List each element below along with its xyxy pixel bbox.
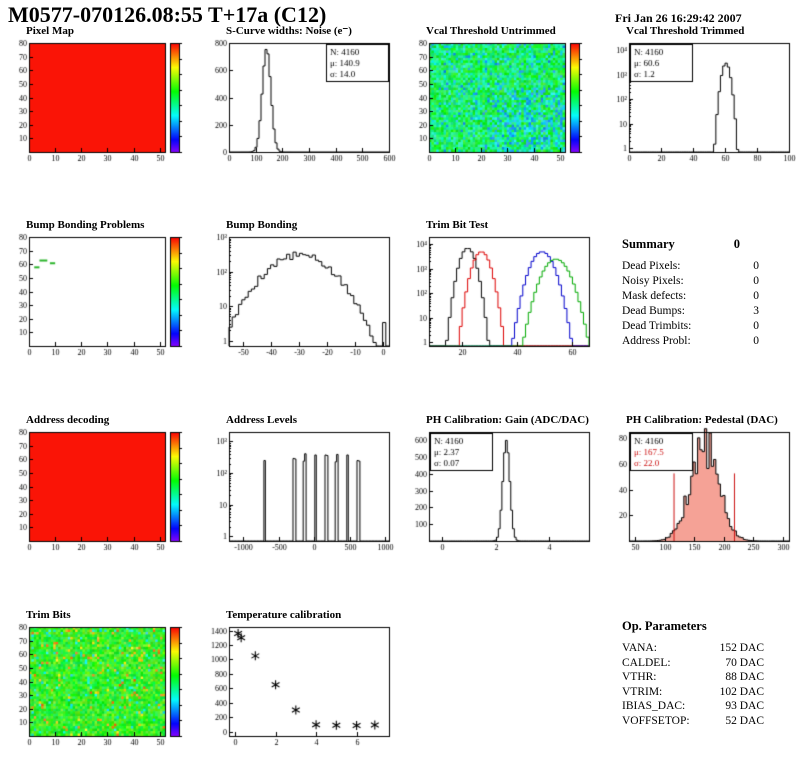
bump-bonding-plot bbox=[204, 232, 396, 362]
chart-title: Address Levels bbox=[226, 414, 297, 426]
bump-problems-plot bbox=[4, 232, 196, 362]
trim-bit-test-plot bbox=[404, 232, 596, 362]
op-parameter-row: VOFFSETOP: 52 DAC bbox=[622, 714, 764, 727]
chart-title: Bump Bonding bbox=[226, 219, 298, 231]
summary-row: Noisy Pixels: 0 bbox=[622, 275, 759, 287]
ph-gain-plot bbox=[404, 427, 596, 557]
vcal-untrimmed-plot bbox=[404, 38, 596, 168]
chart-title: Temperature calibration bbox=[226, 609, 342, 621]
chart-ph-pedestal: PH Calibration: Pedestal (DAC) bbox=[604, 414, 796, 557]
page-date: Fri Jan 26 16:29:42 2007 bbox=[615, 11, 742, 25]
address-levels-plot bbox=[204, 427, 396, 557]
summary-row: Dead Trimbits: 0 bbox=[622, 320, 759, 332]
chart-title: Vcal Threshold Untrimmed bbox=[426, 25, 556, 37]
op-parameter-row: VTHR: 88 DAC bbox=[622, 671, 764, 684]
chart-address-decoding: Address decoding bbox=[4, 414, 196, 557]
chart-title: S-Curve widths: Noise (e⁻) bbox=[226, 25, 352, 37]
summary-row: Mask defects: 0 bbox=[622, 290, 759, 302]
summary-row: Dead Bumps: 3 bbox=[622, 305, 759, 317]
summary-header: Summary 0 bbox=[622, 237, 740, 252]
chart-pixel-map: Pixel Map bbox=[4, 25, 196, 168]
op-parameters-title: Op. Parameters bbox=[622, 619, 707, 633]
chart-bump-problems: Bump Bonding Problems bbox=[4, 219, 196, 362]
summary-row: Dead Pixels: 0 bbox=[622, 260, 759, 272]
chart-address-levels: Address Levels bbox=[204, 414, 396, 557]
op-parameter-row: CALDEL: 70 DAC bbox=[622, 656, 764, 669]
op-parameter-row: IBIAS_DAC: 93 DAC bbox=[622, 700, 764, 713]
summary-block: Summary 0 Dead Pixels: 0 Noisy Pixels: 0 M… bbox=[622, 237, 759, 349]
chart-vcal-untrimmed: Vcal Threshold Untrimmed bbox=[404, 25, 596, 168]
chart-title: PH Calibration: Gain (ADC/DAC) bbox=[426, 414, 589, 426]
summary-total: 0 bbox=[733, 237, 740, 251]
chart-vcal-trimmed: Vcal Threshold Trimmed bbox=[604, 25, 796, 168]
chart-bump-bonding: Bump Bonding bbox=[204, 219, 396, 362]
trim-bits-plot bbox=[4, 622, 196, 752]
summary-title: Summary bbox=[622, 237, 675, 251]
chart-title: Address decoding bbox=[26, 414, 110, 426]
op-parameters-block: Op. Parameters VANA: 152 DAC CALDEL: 70 DA… bbox=[622, 619, 764, 729]
op-parameters-header: Op. Parameters bbox=[622, 619, 759, 634]
op-parameter-row: VANA: 152 DAC bbox=[622, 642, 764, 654]
summary-row: Address Probl: 0 bbox=[622, 335, 759, 347]
vcal-trimmed-plot bbox=[604, 38, 796, 168]
chart-title: Bump Bonding Problems bbox=[26, 219, 145, 231]
address-decoding-plot bbox=[4, 427, 196, 557]
chart-title: Trim Bits bbox=[26, 609, 71, 621]
chart-temperature-calibration: Temperature calibration bbox=[204, 609, 396, 752]
ph-pedestal-plot bbox=[604, 427, 796, 557]
temperature-calibration-plot bbox=[204, 622, 396, 752]
op-parameter-row: VTRIM: 102 DAC bbox=[622, 685, 764, 698]
chart-title: PH Calibration: Pedestal (DAC) bbox=[626, 414, 778, 426]
chart-title: Pixel Map bbox=[26, 25, 74, 37]
scurve-noise-plot bbox=[204, 38, 396, 168]
pixel-map-plot bbox=[4, 38, 196, 168]
page-title: M0577-070126.08:55 T+17a (C12) bbox=[8, 2, 327, 27]
chart-title: Trim Bit Test bbox=[426, 219, 489, 231]
chart-trim-bit-test: Trim Bit Test bbox=[404, 219, 596, 362]
chart-title: Vcal Threshold Trimmed bbox=[626, 25, 745, 37]
chart-ph-gain: PH Calibration: Gain (ADC/DAC) bbox=[404, 414, 596, 557]
chart-trim-bits: Trim Bits bbox=[4, 609, 196, 752]
chart-scurve-noise: S-Curve widths: Noise (e⁻) bbox=[204, 25, 396, 168]
